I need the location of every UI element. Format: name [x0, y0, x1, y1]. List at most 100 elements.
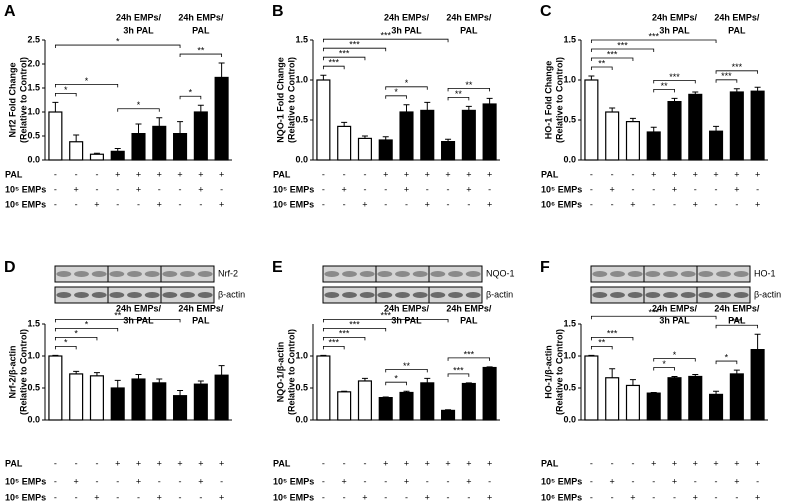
error-bar [93, 152, 100, 155]
treatment-mark: - [631, 169, 634, 179]
significance-label: *** [349, 320, 360, 330]
treatment-mark: + [610, 184, 615, 194]
blot-band [430, 271, 446, 277]
significance-bracket [385, 369, 428, 373]
treatment-name: PAL [5, 169, 23, 179]
significance-bracket [590, 57, 634, 61]
significance-label: *** [607, 49, 618, 59]
blot-band [342, 271, 357, 277]
bar [667, 100, 682, 161]
bar [441, 409, 456, 421]
treatment-mark: + [734, 476, 739, 486]
significance-bracket [322, 47, 387, 52]
blot-band [663, 292, 678, 298]
treatment-mark: + [342, 184, 347, 194]
y-axis-label-note: (Relative to Control) [18, 57, 28, 143]
treatment-mark: + [383, 169, 388, 179]
bar [214, 374, 229, 421]
bar [729, 373, 744, 421]
treatment-name: 10⁶ EMPs [541, 199, 582, 209]
blot-label: β-actin [218, 289, 245, 299]
treatment-mark: - [158, 184, 161, 194]
treatment-mark: - [322, 199, 325, 209]
treatment-mark: - [384, 476, 387, 486]
error-bar [692, 91, 699, 95]
treatment-mark: + [713, 169, 718, 179]
blot-band [448, 292, 463, 298]
treatment-mark: - [322, 169, 325, 179]
significance-bracket [54, 93, 77, 97]
significance-bracket [715, 360, 738, 365]
treatment-mark: + [693, 458, 698, 468]
treatment-mark: - [447, 476, 450, 486]
treatment-mark: - [363, 476, 366, 486]
bar [584, 79, 599, 161]
significance-bracket [322, 38, 449, 43]
treatment-mark: - [116, 492, 119, 502]
treatment-name: 10⁵ EMPs [273, 476, 314, 486]
panel-label: F [540, 259, 550, 276]
blot-band [324, 271, 340, 277]
significance-label: * [137, 100, 141, 110]
bar [69, 141, 84, 161]
error-bar [320, 354, 327, 356]
significance-bracket [117, 108, 160, 112]
treatment-mark: + [487, 199, 492, 209]
blot-label: HO-1 [754, 268, 776, 278]
error-bar [629, 379, 636, 386]
treatment-mark: + [198, 476, 203, 486]
treatment-mark: - [343, 492, 346, 502]
treatment-mark: - [137, 492, 140, 502]
bar [337, 125, 352, 161]
treatment-mark: + [755, 458, 760, 468]
error-bar [382, 136, 389, 140]
treatment-mark: - [179, 199, 182, 209]
blot-band [412, 292, 428, 298]
group-label: 24h EMPs/ [446, 303, 492, 313]
treatment-mark: - [426, 476, 429, 486]
blot-band [395, 292, 410, 298]
blot-band [465, 271, 481, 277]
treatment-mark: + [219, 199, 224, 209]
y-tick-label: 0.5 [563, 114, 576, 124]
significance-label: ** [197, 45, 205, 55]
blot-band [430, 292, 446, 298]
bar [193, 383, 208, 421]
treatment-mark: - [611, 199, 614, 209]
y-axis-label-note: (Relative to Control) [554, 329, 564, 415]
treatment-mark: - [447, 184, 450, 194]
treatment-mark: + [672, 476, 677, 486]
error-bar [733, 88, 740, 92]
significance-bracket [385, 381, 407, 386]
blot-band [716, 292, 731, 298]
error-bar [341, 121, 348, 127]
blot-band [698, 292, 714, 298]
treatment-mark: - [631, 476, 634, 486]
bar [420, 382, 435, 421]
group-label: 3h PAL [391, 25, 422, 35]
treatment-mark: + [651, 458, 656, 468]
significance-bracket [322, 336, 366, 341]
treatment-mark: - [363, 169, 366, 179]
treatment-mark: + [734, 184, 739, 194]
treatment-name: 10⁶ EMPs [5, 492, 46, 502]
significance-bracket [590, 315, 717, 320]
error-bar [403, 390, 410, 393]
treatment-mark: - [322, 492, 325, 502]
treatment-mark: - [343, 199, 346, 209]
significance-label: *** [721, 71, 732, 81]
blot-band [342, 292, 357, 298]
bar [729, 91, 744, 161]
blot-band [56, 271, 72, 277]
y-axis-label-note: (Relative to Control) [286, 57, 296, 143]
treatment-mark: - [116, 476, 119, 486]
treatment-name: 10⁶ EMPs [541, 492, 582, 502]
bar [482, 366, 497, 421]
y-axis-label: HO-1/β-actin [543, 345, 553, 399]
blot-band [627, 292, 643, 298]
treatment-mark: - [75, 169, 78, 179]
treatment-mark: - [488, 476, 491, 486]
treatment-mark: - [426, 184, 429, 194]
group-label: 3h PAL [123, 25, 154, 35]
treatment-mark: - [343, 458, 346, 468]
